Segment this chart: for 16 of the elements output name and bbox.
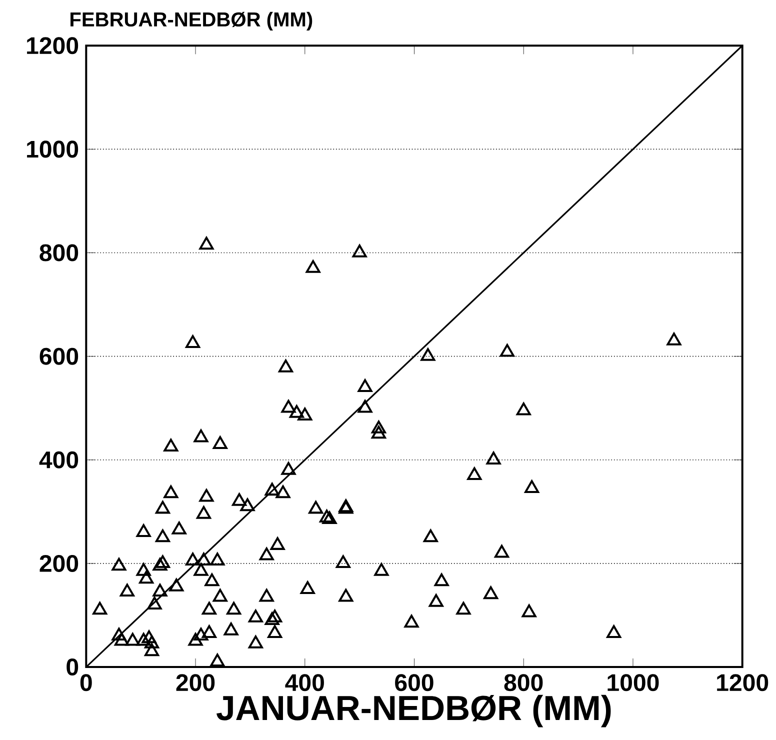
x-tick-label: 600	[395, 674, 434, 692]
x-tick-label: 200	[176, 674, 215, 692]
x-tick-label: 800	[504, 674, 543, 692]
y-tick-label: 1200	[27, 37, 78, 54]
x-tick-label: 400	[285, 674, 324, 692]
x-tick-label: 0	[80, 674, 92, 692]
y-tick-label: 400	[39, 451, 78, 468]
y-tick-label: 600	[40, 348, 78, 365]
x-axis-title: JANUAR-NEDBØR (MM)	[216, 694, 611, 728]
y-axis-title: FEBRUAR-NEDBØR (MM)	[70, 12, 312, 31]
y-tick-label: 1000	[27, 140, 78, 158]
x-tick-label: 1000	[608, 674, 659, 692]
y-tick-label: 0	[66, 658, 78, 676]
x-tick-label: 1200	[717, 674, 768, 692]
y-tick-label: 800	[40, 244, 78, 262]
y-tick-label: 200	[40, 554, 78, 572]
